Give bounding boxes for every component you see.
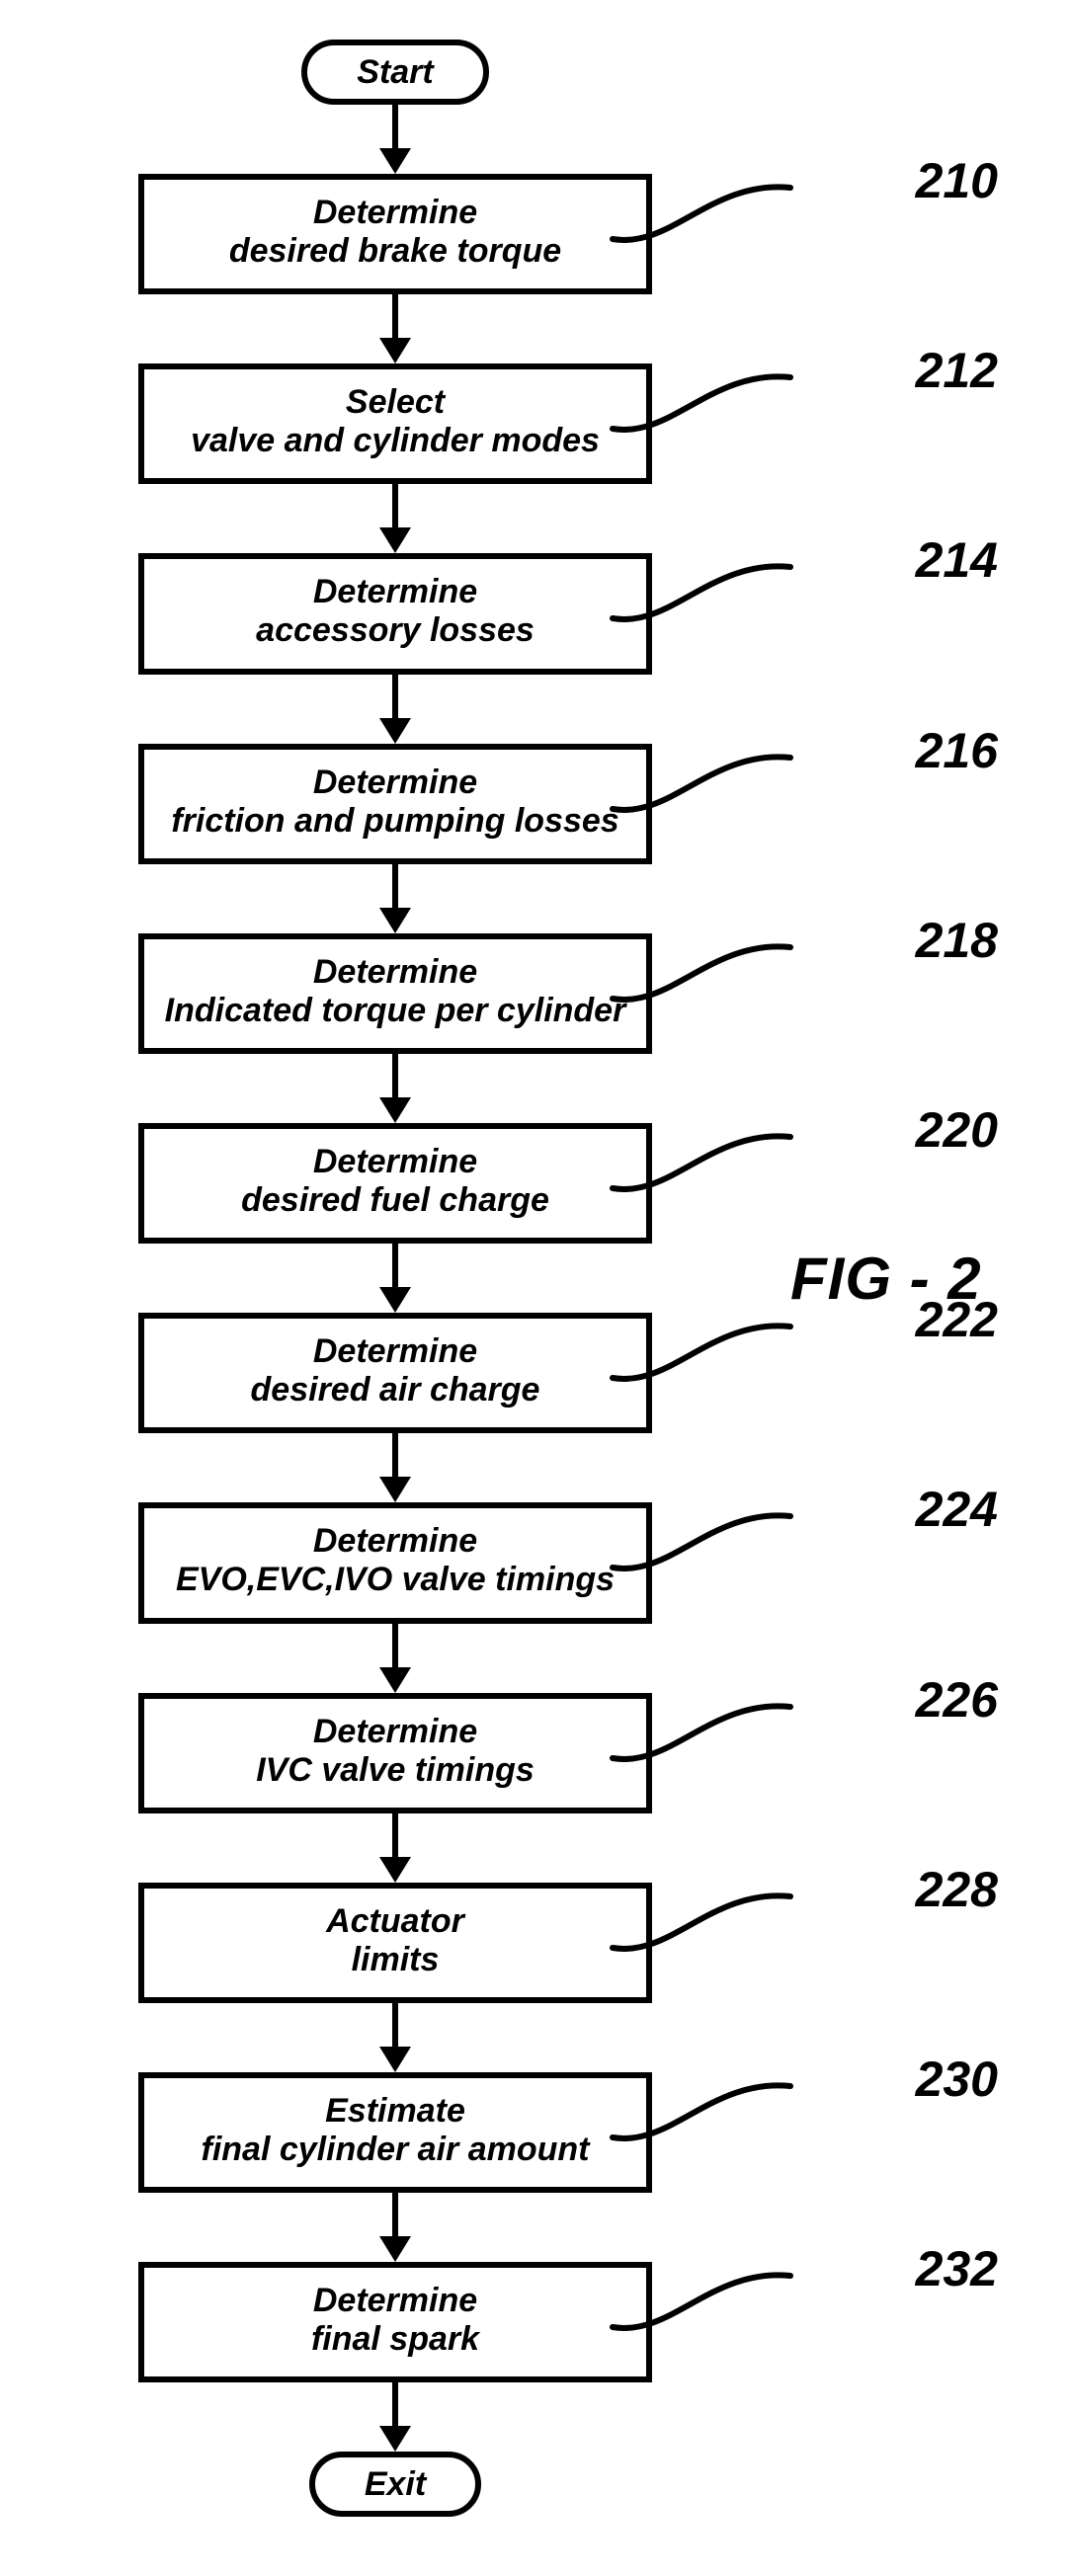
reference-number: 220 [916,1101,998,1159]
process-box: Selectvalve and cylinder modes [138,363,652,484]
flow-arrow [392,1054,398,1123]
process-box: Determineaccessory losses [138,553,652,674]
reference-callout: 222 [603,1309,998,1398]
reference-number: 210 [916,152,998,209]
process-step: DetermineIndicated torque per cylinder21… [79,933,711,1054]
reference-number: 232 [916,2240,998,2297]
reference-callout: 216 [603,740,998,829]
process-step: Determinedesired fuel charge220 [79,1123,711,1244]
process-line2: friction and pumping losses [154,802,636,841]
process-line1: Estimate [325,2092,465,2130]
process-step: Estimatefinal cylinder air amount230 [79,2072,711,2193]
reference-callout: 214 [603,549,998,638]
process-box: Determinedesired fuel charge [138,1123,652,1244]
reference-number: 216 [916,722,998,779]
flow-arrow [392,1813,398,1883]
process-box: Determinefinal spark [138,2262,652,2382]
process-line2: desired air charge [154,1371,636,1409]
flow-arrow [392,675,398,744]
process-line1: Determine [313,1143,477,1180]
reference-callout: 228 [603,1879,998,1968]
process-step: Actuatorlimits228 [79,1883,711,2003]
process-step: Selectvalve and cylinder modes212 [79,363,711,484]
process-line1: Select [346,383,445,421]
process-box: Determinedesired brake torque [138,174,652,294]
flow-arrow [392,2382,398,2452]
flowchart: Start Determinedesired brake torque210 Se… [79,40,711,2517]
process-line1: Determine [313,1332,477,1370]
exit-terminal: Exit [309,2452,481,2517]
process-line1: Determine [313,194,477,231]
process-step: Determinedesired air charge222 [79,1313,711,1433]
figure-container: FIG - 2 Start Determinedesired brake tor… [20,40,1050,2517]
process-line2: final cylinder air amount [154,2131,636,2169]
flow-arrow [392,2193,398,2262]
reference-number: 214 [916,531,998,589]
process-line1: Determine [313,2282,477,2319]
process-line1: Determine [313,953,477,991]
process-step: Determinefriction and pumping losses216 [79,744,711,864]
reference-callout: 224 [603,1498,998,1587]
process-step: Determinefinal spark232 [79,2262,711,2382]
flow-arrow [392,1433,398,1502]
process-box: Determinedesired air charge [138,1313,652,1433]
process-line1: Determine [313,1713,477,1750]
process-box: Determinefriction and pumping losses [138,744,652,864]
process-step: Determinedesired brake torque210 [79,174,711,294]
process-line1: Determine [313,764,477,801]
flow-arrow [392,2003,398,2072]
flow-arrow [392,1244,398,1313]
reference-callout: 232 [603,2258,998,2347]
process-line2: EVO,EVC,IVO valve timings [154,1561,636,1599]
process-line2: limits [154,1941,636,1979]
reference-callout: 210 [603,170,998,259]
reference-number: 228 [916,1861,998,1918]
process-box: Estimatefinal cylinder air amount [138,2072,652,2193]
process-line2: final spark [154,2320,636,2359]
reference-number: 226 [916,1671,998,1729]
process-line2: desired brake torque [154,232,636,271]
flow-arrow [392,864,398,933]
reference-number: 218 [916,912,998,969]
process-line2: accessory losses [154,611,636,650]
process-line2: IVC valve timings [154,1751,636,1790]
start-terminal: Start [301,40,488,105]
reference-callout: 212 [603,360,998,448]
process-line2: Indicated torque per cylinder [154,992,636,1030]
process-step: DetermineEVO,EVC,IVO valve timings224 [79,1502,711,1623]
figure-label: FIG - 2 [790,1245,982,1313]
reference-number: 230 [916,2051,998,2108]
reference-callout: 230 [603,2068,998,2157]
flow-arrow [392,105,398,174]
process-box: DetermineIndicated torque per cylinder [138,933,652,1054]
flow-arrow [392,484,398,553]
process-line2: valve and cylinder modes [154,422,636,460]
process-box: Actuatorlimits [138,1883,652,2003]
reference-callout: 220 [603,1119,998,1208]
process-line1: Determine [313,1522,477,1560]
reference-number: 224 [916,1481,998,1538]
process-step: DetermineIVC valve timings226 [79,1693,711,1813]
process-box: DetermineEVO,EVC,IVO valve timings [138,1502,652,1623]
process-line1: Determine [313,573,477,610]
process-line2: desired fuel charge [154,1181,636,1220]
reference-callout: 226 [603,1689,998,1778]
reference-callout: 218 [603,929,998,1018]
flow-arrow [392,294,398,363]
process-box: DetermineIVC valve timings [138,1693,652,1813]
process-line1: Actuator [326,1902,464,1940]
process-step: Determineaccessory losses214 [79,553,711,674]
flow-arrow [392,1624,398,1693]
reference-number: 212 [916,342,998,399]
